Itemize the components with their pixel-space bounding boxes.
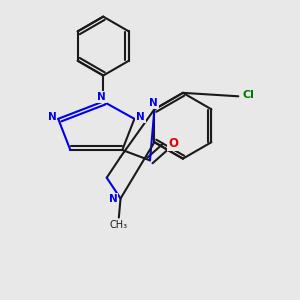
Text: CH₃: CH₃ — [110, 220, 128, 230]
Text: Cl: Cl — [242, 90, 254, 100]
Text: N: N — [97, 92, 106, 102]
Text: O: O — [168, 136, 178, 150]
Text: N: N — [136, 112, 145, 122]
Text: N: N — [48, 112, 56, 122]
Text: N: N — [109, 194, 117, 204]
Text: N: N — [149, 98, 158, 108]
